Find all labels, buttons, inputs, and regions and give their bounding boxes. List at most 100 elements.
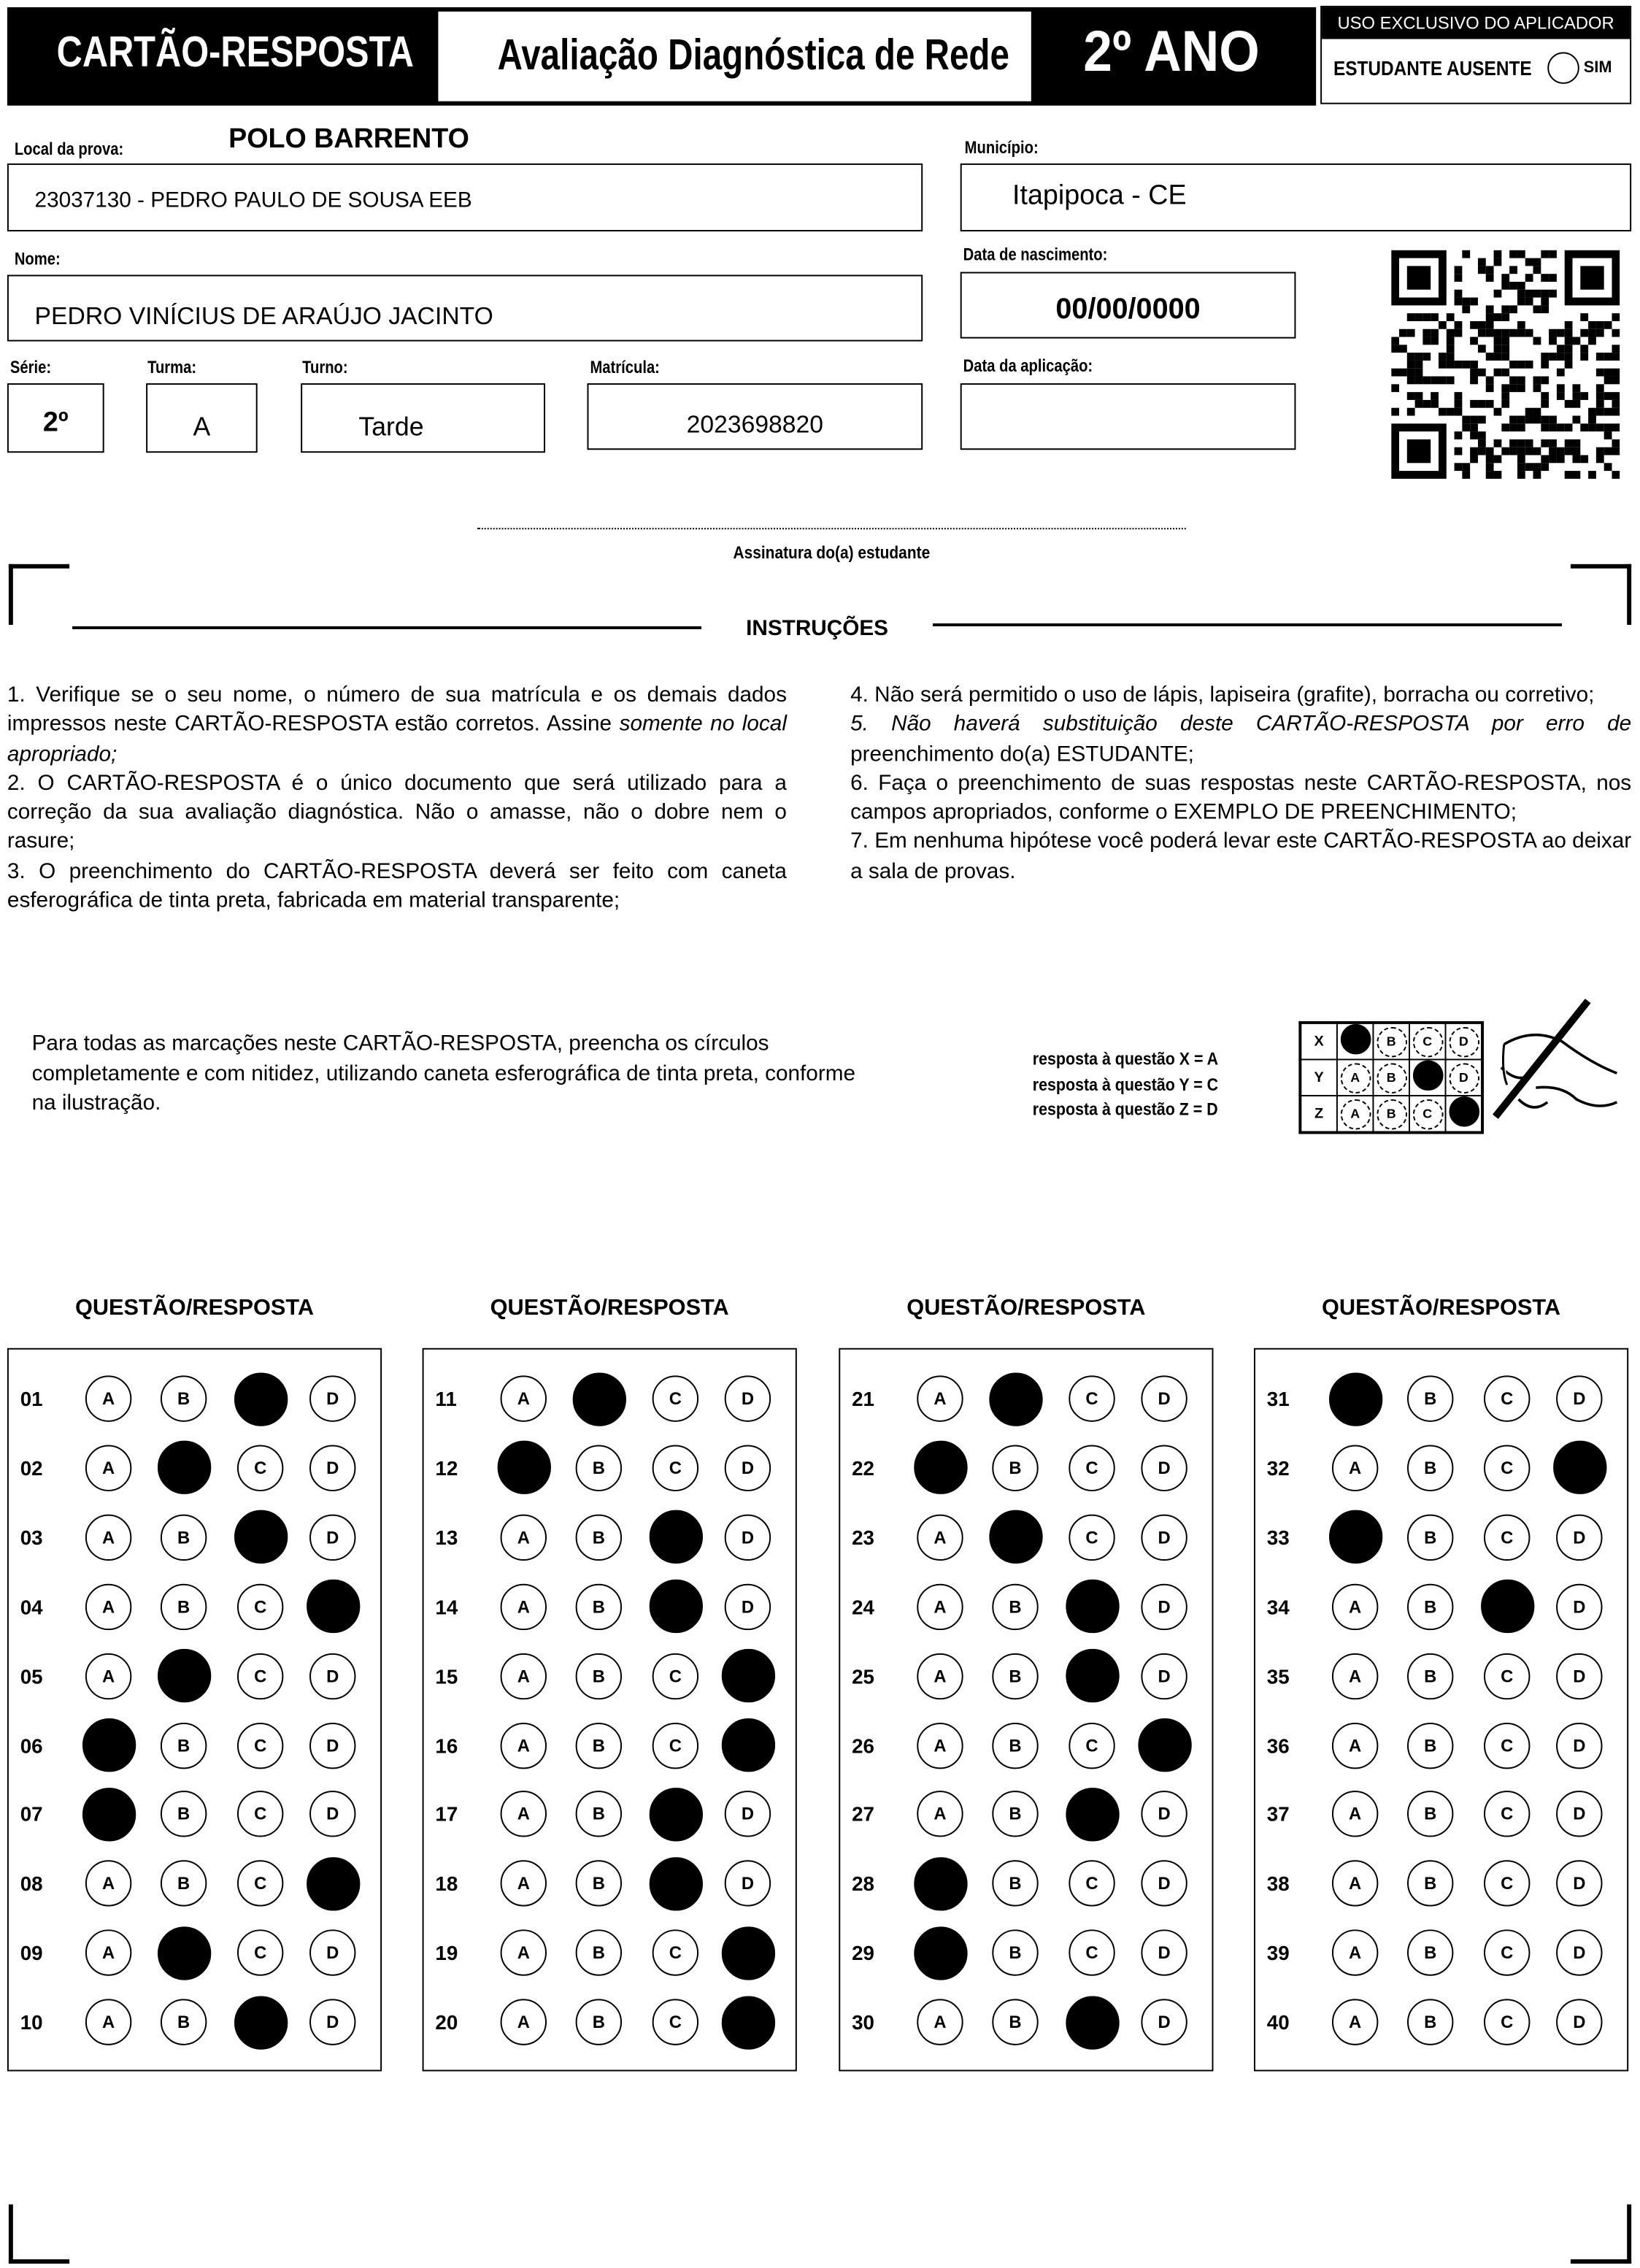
answer-bubble[interactable]: C <box>1484 1929 1531 1977</box>
answer-bubble[interactable]: B <box>575 1653 623 1699</box>
answer-bubble[interactable]: B <box>575 1514 623 1561</box>
answer-bubble-filled[interactable] <box>988 1372 1042 1426</box>
answer-bubble-filled[interactable] <box>988 1510 1042 1564</box>
answer-bubble[interactable]: D <box>1141 1860 1187 1907</box>
answer-bubble[interactable]: A <box>917 1583 963 1630</box>
answer-bubble-filled[interactable] <box>234 1995 288 2049</box>
answer-bubble[interactable]: B <box>160 1583 207 1630</box>
answer-bubble[interactable]: B <box>992 1653 1039 1699</box>
answer-bubble[interactable]: B <box>160 1791 207 1838</box>
answer-bubble-filled[interactable] <box>1552 1441 1606 1495</box>
answer-bubble[interactable]: D <box>309 1721 356 1769</box>
answer-bubble[interactable]: A <box>500 1999 547 2046</box>
answer-bubble[interactable]: C <box>652 1445 699 1491</box>
answer-bubble[interactable]: D <box>309 1375 356 1422</box>
answer-bubble[interactable]: A <box>500 1929 547 1977</box>
answer-bubble[interactable]: A <box>500 1375 547 1422</box>
answer-bubble[interactable]: B <box>160 1999 207 2046</box>
answer-bubble[interactable]: D <box>309 1929 356 1977</box>
answer-bubble[interactable]: D <box>1556 1583 1603 1630</box>
answer-bubble[interactable]: B <box>992 1445 1039 1491</box>
answer-bubble[interactable]: A <box>85 1860 132 1907</box>
answer-bubble[interactable]: B <box>575 1791 623 1838</box>
answer-bubble[interactable]: B <box>992 1721 1039 1769</box>
answer-bubble[interactable]: B <box>992 1860 1039 1907</box>
answer-bubble[interactable]: D <box>309 1999 356 2046</box>
answer-bubble-filled[interactable] <box>720 1718 775 1772</box>
answer-bubble[interactable]: C <box>236 1860 284 1907</box>
answer-bubble-filled[interactable] <box>156 1926 211 1980</box>
answer-bubble[interactable]: B <box>575 1860 623 1907</box>
answer-bubble[interactable]: A <box>85 1514 132 1561</box>
answer-bubble[interactable]: A <box>85 1375 132 1422</box>
answer-bubble[interactable]: B <box>1406 1653 1454 1699</box>
answer-bubble[interactable]: B <box>992 1791 1039 1838</box>
answer-bubble[interactable]: B <box>575 1445 623 1491</box>
answer-bubble[interactable]: C <box>652 1721 699 1769</box>
answer-bubble[interactable]: D <box>1141 1653 1187 1699</box>
answer-bubble[interactable]: D <box>724 1583 771 1630</box>
answer-bubble[interactable]: C <box>1484 1653 1531 1699</box>
answer-bubble[interactable]: B <box>1406 1445 1454 1491</box>
answer-bubble[interactable]: A <box>500 1721 547 1769</box>
answer-bubble[interactable]: D <box>1556 1514 1603 1561</box>
answer-bubble-filled[interactable] <box>234 1372 288 1426</box>
answer-bubble[interactable]: A <box>1331 1721 1379 1769</box>
answer-bubble[interactable]: D <box>1141 1514 1187 1561</box>
answer-bubble[interactable]: C <box>236 1653 284 1699</box>
answer-bubble[interactable]: B <box>160 1721 207 1769</box>
answer-bubble[interactable]: B <box>1406 1860 1454 1907</box>
answer-bubble[interactable]: C <box>652 1653 699 1699</box>
answer-bubble[interactable]: B <box>1406 1791 1454 1838</box>
answer-bubble[interactable]: B <box>160 1860 207 1907</box>
answer-bubble[interactable]: A <box>1331 1791 1379 1838</box>
answer-bubble-filled[interactable] <box>1065 1649 1119 1703</box>
answer-bubble[interactable]: C <box>1484 1375 1531 1422</box>
answer-bubble-filled[interactable] <box>306 1580 360 1634</box>
answer-bubble[interactable]: C <box>1484 1860 1531 1907</box>
answer-bubble-filled[interactable] <box>1065 1580 1119 1634</box>
answer-bubble[interactable]: D <box>1141 1791 1187 1838</box>
answer-bubble[interactable]: A <box>85 1445 132 1491</box>
answer-bubble[interactable]: C <box>652 1375 699 1422</box>
answer-bubble[interactable]: D <box>309 1445 356 1491</box>
answer-bubble[interactable]: B <box>1406 1514 1454 1561</box>
answer-bubble-filled[interactable] <box>1328 1372 1382 1426</box>
answer-bubble[interactable]: D <box>1141 1999 1187 2046</box>
answer-bubble[interactable]: C <box>652 1999 699 2046</box>
absent-checkbox[interactable] <box>1547 52 1579 84</box>
answer-bubble[interactable]: D <box>309 1514 356 1561</box>
answer-bubble[interactable]: D <box>1556 1375 1603 1422</box>
answer-bubble[interactable]: B <box>160 1375 207 1422</box>
answer-bubble[interactable]: C <box>1069 1721 1115 1769</box>
answer-bubble[interactable]: A <box>1331 1445 1379 1491</box>
answer-bubble[interactable]: B <box>575 1583 623 1630</box>
answer-bubble-filled[interactable] <box>156 1441 211 1495</box>
answer-bubble[interactable]: A <box>1331 1860 1379 1907</box>
answer-bubble[interactable]: D <box>309 1791 356 1838</box>
answer-bubble[interactable]: C <box>1069 1860 1115 1907</box>
answer-bubble-filled[interactable] <box>1328 1510 1382 1564</box>
answer-bubble[interactable]: A <box>917 1791 963 1838</box>
answer-bubble-filled[interactable] <box>81 1787 136 1842</box>
answer-bubble[interactable]: C <box>652 1929 699 1977</box>
answer-bubble[interactable]: A <box>500 1860 547 1907</box>
answer-bubble-filled[interactable] <box>156 1649 211 1703</box>
answer-bubble[interactable]: A <box>1331 1929 1379 1977</box>
answer-bubble-filled[interactable] <box>306 1856 360 1911</box>
answer-bubble[interactable]: B <box>575 1999 623 2046</box>
answer-bubble-filled[interactable] <box>1065 1787 1119 1842</box>
answer-bubble[interactable]: D <box>724 1445 771 1491</box>
answer-bubble-filled[interactable] <box>648 1510 703 1564</box>
answer-bubble[interactable]: A <box>500 1583 547 1630</box>
answer-bubble[interactable]: C <box>236 1929 284 1977</box>
answer-bubble-filled[interactable] <box>1480 1580 1534 1634</box>
answer-bubble[interactable]: D <box>724 1375 771 1422</box>
answer-bubble[interactable]: A <box>85 1929 132 1977</box>
answer-bubble-filled[interactable] <box>648 1787 703 1842</box>
answer-bubble[interactable]: A <box>1331 1999 1379 2046</box>
answer-bubble[interactable]: B <box>1406 1721 1454 1769</box>
answer-bubble[interactable]: A <box>1331 1583 1379 1630</box>
answer-bubble-filled[interactable] <box>913 1856 967 1911</box>
answer-bubble[interactable]: B <box>1406 1999 1454 2046</box>
